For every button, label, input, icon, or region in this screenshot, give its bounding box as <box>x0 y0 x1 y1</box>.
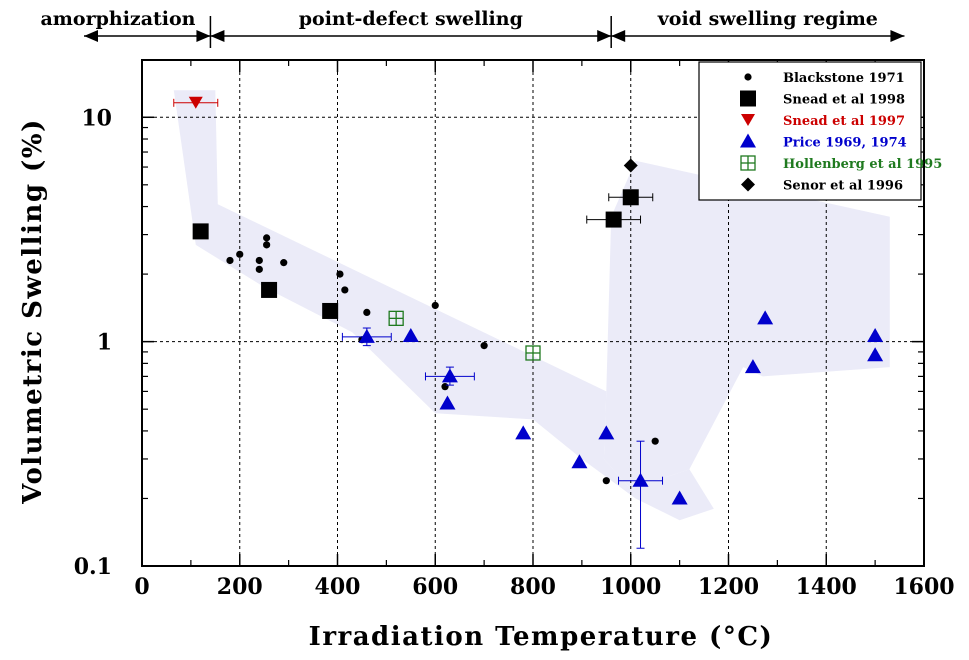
data-point <box>263 234 270 241</box>
square-marker <box>740 91 756 107</box>
dot-marker <box>280 259 287 266</box>
regime-label-1: amorphization <box>41 8 196 30</box>
dot-marker <box>236 251 243 258</box>
x-tick-label: 1400 <box>796 574 857 600</box>
y-tick-label: 10 <box>81 105 112 131</box>
data-point <box>623 189 639 205</box>
dot-marker <box>481 342 488 349</box>
data-point <box>261 282 277 298</box>
data-point <box>441 383 448 390</box>
x-tick-label: 1000 <box>600 574 661 600</box>
square-marker <box>261 282 277 298</box>
legend-marker <box>740 91 756 107</box>
x-tick-label: 200 <box>217 574 263 600</box>
legend-entry: Hollenberg et al 1995 <box>783 157 942 172</box>
regime-arrowhead <box>196 30 210 42</box>
y-tick-label: 1 <box>97 330 112 356</box>
dot-marker <box>363 309 370 316</box>
legend-marker <box>744 73 751 80</box>
dot-marker <box>603 477 610 484</box>
legend-entry: Snead et al 1997 <box>783 114 905 129</box>
regime-arrowhead <box>890 30 904 42</box>
legend-entry: Blackstone 1971 <box>783 71 905 86</box>
regime-arrowhead <box>210 30 224 42</box>
data-point <box>256 257 263 264</box>
dot-marker <box>263 241 270 248</box>
data-point <box>280 259 287 266</box>
data-point <box>432 302 439 309</box>
x-tick-label: 600 <box>412 574 458 600</box>
regime-arrowhead <box>84 30 98 42</box>
swelling-band-2 <box>604 161 890 489</box>
legend-entry: Snead et al 1998 <box>783 93 905 108</box>
data-point <box>341 286 348 293</box>
data-point <box>236 251 243 258</box>
square-marker <box>193 223 209 239</box>
dot-marker <box>226 257 233 264</box>
data-point <box>603 477 610 484</box>
square-marker <box>606 212 622 228</box>
legend-entry: Senor et al 1996 <box>783 179 903 194</box>
x-tick-label: 1200 <box>698 574 759 600</box>
regime-arrowhead <box>597 30 611 42</box>
data-point <box>336 270 343 277</box>
data-point <box>193 223 209 239</box>
data-point <box>515 425 531 439</box>
dot-marker <box>263 234 270 241</box>
x-axis-title: Irradiation Temperature (°C) <box>309 622 774 652</box>
data-point <box>256 266 263 273</box>
square-marker <box>322 303 338 319</box>
data-point <box>263 241 270 248</box>
dot-marker <box>441 383 448 390</box>
legend-entry: Price 1969, 1974 <box>783 136 907 151</box>
dot-marker <box>256 266 263 273</box>
regime-annotation-layer: amorphization point-defect swelling void s… <box>41 8 905 48</box>
data-point <box>606 212 622 228</box>
data-point <box>226 257 233 264</box>
square-marker <box>623 189 639 205</box>
legend: Blackstone 1971 Snead et al 1998 Snead et … <box>699 62 942 200</box>
dot-marker <box>652 438 659 445</box>
y-axis-title: Volumetric Swelling (%) <box>18 118 48 505</box>
regime-label-2: point-defect swelling <box>299 8 523 30</box>
data-point <box>652 438 659 445</box>
dot-marker <box>432 302 439 309</box>
data-point <box>363 309 370 316</box>
dot-marker <box>341 286 348 293</box>
x-tick-label: 1600 <box>893 574 954 600</box>
y-tick-label: 0.1 <box>74 554 112 580</box>
dot-marker <box>336 270 343 277</box>
triangle-up-marker <box>515 425 531 439</box>
dot-marker <box>256 257 263 264</box>
data-point <box>322 303 338 319</box>
regime-label-3: void swelling regime <box>657 8 878 30</box>
x-tick-label: 400 <box>315 574 361 600</box>
x-tick-label: 0 <box>134 574 149 600</box>
data-point <box>481 342 488 349</box>
regime-arrowhead <box>611 30 625 42</box>
x-tick-label: 800 <box>510 574 556 600</box>
dot-marker <box>744 73 751 80</box>
